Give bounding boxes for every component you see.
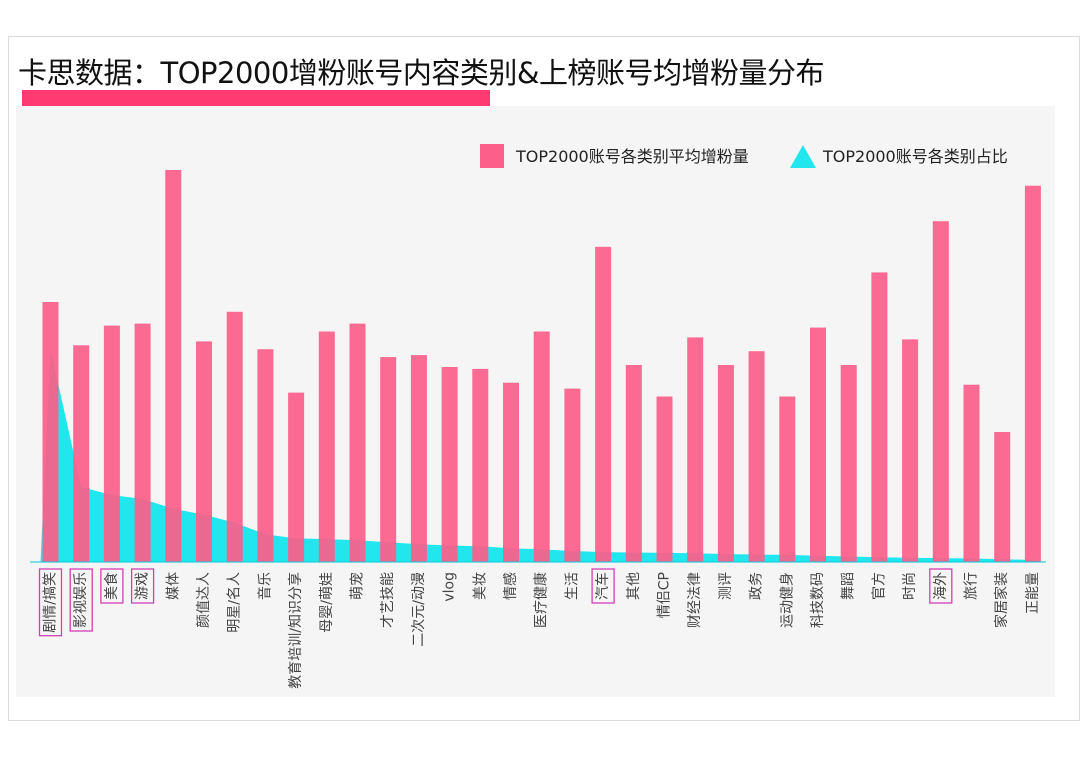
bar (871, 272, 888, 562)
legend-bar-swatch (480, 144, 504, 168)
x-tick-label: 影视娱乐 (73, 572, 89, 628)
x-tick-label: 才艺技能 (380, 572, 396, 628)
bar (257, 349, 274, 562)
x-tick-label: 汽车 (594, 572, 611, 600)
x-tick-label: 舞蹈 (841, 572, 857, 600)
bar (318, 331, 335, 562)
bar (380, 357, 397, 562)
legend-bar-label: TOP2000账号各类别平均增粉量 (515, 147, 749, 166)
bar (748, 351, 765, 562)
x-tick-label: 政务 (749, 572, 765, 600)
bar (1024, 185, 1041, 562)
bar (687, 337, 704, 562)
bar (288, 392, 305, 562)
bar (656, 396, 673, 562)
x-tick-label: 科技数码 (810, 572, 826, 628)
bar (165, 170, 182, 562)
bar (134, 323, 151, 562)
x-tick-label: 旅行 (964, 572, 980, 600)
title-underline (22, 90, 490, 106)
bar (625, 365, 642, 562)
bar (533, 331, 550, 562)
highlight-box (130, 568, 155, 604)
legend-area-swatch (790, 145, 816, 168)
bar (73, 345, 90, 562)
bar (595, 246, 612, 563)
bar (410, 355, 427, 562)
x-tick-label: 明星/名人 (227, 572, 243, 633)
x-tick-label: 媒体 (165, 572, 181, 600)
x-tick-label: 生活 (564, 572, 580, 600)
x-tick-label: 家居家装 (993, 572, 1010, 628)
x-tick-label: 游戏 (135, 572, 151, 600)
x-tick-label: 颜值达人 (196, 572, 212, 628)
bar (503, 382, 519, 562)
bar (226, 311, 243, 562)
highlight-box (38, 568, 63, 637)
bar (349, 323, 366, 562)
highlight-box (591, 568, 615, 604)
x-tick-label: 萌宠 (350, 572, 366, 600)
bar (779, 396, 796, 562)
bar (564, 388, 581, 562)
highlight-box (69, 568, 93, 632)
x-tick-label: 母婴/萌娃 (319, 572, 335, 633)
bar (103, 325, 120, 562)
x-tick-label: 财经法律 (687, 572, 703, 628)
x-tick-label: 时尚 (902, 572, 918, 600)
x-tick-label: 剧情/搞笑 (43, 572, 59, 633)
x-tick-label: 正能量 (1025, 572, 1041, 614)
x-tick-label: 运动健身 (779, 572, 795, 628)
x-tick-label: 美食 (103, 572, 120, 600)
x-tick-label: 美妆 (472, 572, 488, 600)
bar (932, 221, 949, 562)
bar (196, 341, 212, 562)
x-tick-label: 测评 (718, 572, 734, 600)
x-tick-label: 教育培训/知识分享 (287, 572, 304, 689)
bar (994, 432, 1011, 562)
x-tick-label: 其他 (626, 572, 642, 600)
highlight-box (929, 568, 953, 604)
bar (717, 365, 734, 562)
x-tick-label: 情感 (502, 572, 519, 600)
bar (441, 367, 458, 562)
bar (902, 339, 919, 562)
bar-series-layer (42, 170, 1041, 563)
x-tick-label: vlog (442, 572, 458, 602)
x-tick-label: 情侣CP (657, 572, 673, 618)
bar (963, 384, 980, 562)
x-tick-label: 官方 (871, 572, 887, 600)
page-title: 卡思数据：TOP2000增粉账号内容类别&上榜账号均增粉量分布 (18, 56, 824, 90)
bar (472, 368, 489, 562)
x-tick-labels: 剧情/搞笑 影视娱乐 美食 游戏 媒体 颜值达人 明星/名人 音乐 教育培训/知识分享 母婴/萌娃… (38, 568, 1041, 689)
highlight-box (100, 568, 124, 604)
bar (810, 327, 826, 562)
x-tick-label: 海外 (933, 572, 949, 600)
bar (840, 365, 857, 562)
legend: TOP2000账号各类别平均增粉量 TOP2000账号各类别占比 (480, 144, 1008, 168)
x-tick-label: 音乐 (256, 572, 273, 600)
bar (42, 302, 59, 562)
x-tick-label: 二次元/动漫 (411, 572, 427, 647)
legend-area-label: TOP2000账号各类别占比 (822, 147, 1008, 166)
x-tick-label: 医疗健康 (533, 572, 550, 628)
